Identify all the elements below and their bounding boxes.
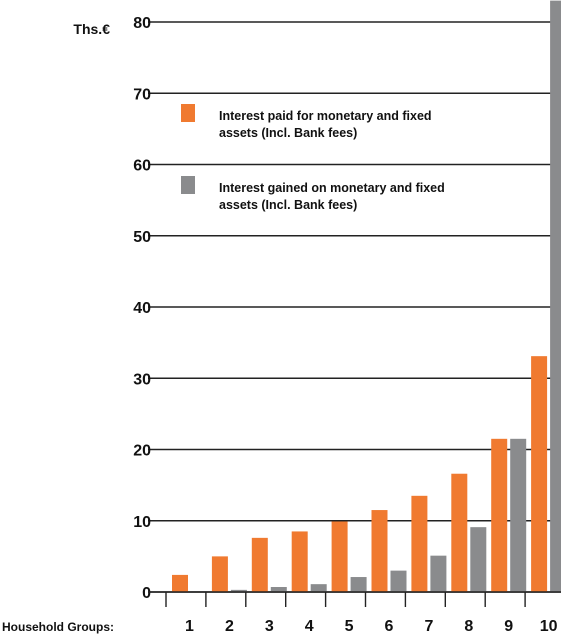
bar-interest-paid: [251, 537, 268, 592]
bar-interest-paid: [531, 356, 548, 592]
bars: [172, 0, 561, 593]
bar-interest-paid: [172, 574, 188, 592]
x-tick-label: 8: [464, 618, 473, 635]
legend: Interest paid for monetary and fixed asse…: [181, 104, 445, 212]
bar-interest-gained: [390, 570, 407, 592]
legend-swatch: [181, 104, 195, 122]
legend-label: assets (Incl. Bank fees): [219, 198, 357, 212]
y-axis-unit-label: Ths.€: [73, 21, 110, 37]
bar-interest-gained: [270, 587, 287, 592]
bar-interest-paid: [411, 495, 428, 592]
legend-label: Interest paid for monetary and fixed: [219, 109, 432, 123]
y-tick-label: 50: [133, 229, 151, 246]
bar-interest-gained: [470, 527, 487, 592]
legend-swatch: [181, 176, 195, 194]
x-tick-label: 9: [504, 618, 513, 635]
bar-interest-paid: [331, 521, 348, 592]
y-tick-label: 0: [142, 585, 151, 602]
bar-interest-gained: [350, 577, 367, 592]
gridlines: [148, 21, 561, 593]
y-tick-label: 30: [133, 371, 151, 388]
x-tick-label: 10: [540, 618, 558, 635]
legend-label: assets (Incl. Bank fees): [219, 126, 357, 140]
x-tick-label: 1: [185, 618, 194, 635]
x-tick-label: 4: [305, 618, 314, 635]
bar-interest-gained: [310, 584, 327, 592]
bar-interest-paid: [371, 510, 388, 592]
x-tick-label: 5: [345, 618, 354, 635]
y-tick-label: 10: [133, 514, 151, 531]
bar-interest-paid: [491, 438, 508, 592]
y-tick-label: 20: [133, 443, 151, 460]
x-tick-label: 6: [385, 618, 394, 635]
bar-interest-gained: [430, 555, 447, 592]
bar-interest-paid: [291, 531, 308, 592]
bar-interest-paid: [451, 473, 468, 592]
bar-interest-gained: [550, 0, 561, 592]
y-tick-label: 80: [133, 15, 151, 32]
y-tick-label: 60: [133, 158, 151, 175]
x-tick-label: 2: [225, 618, 234, 635]
y-tick-label: 40: [133, 300, 151, 317]
x-axis-name: Household Groups:: [2, 620, 114, 634]
x-axis-tick-labels: 1 2 3 4 5 6 7 8 9 10: [185, 618, 558, 635]
legend-label: Interest gained on monetary and fixed: [219, 181, 445, 195]
bar-interest-gained: [510, 438, 527, 592]
bar-interest-paid: [211, 556, 228, 592]
x-axis: [148, 591, 561, 607]
x-tick-label: 7: [424, 618, 433, 635]
x-tick-label: 3: [265, 618, 274, 635]
y-axis-tick-labels: 0 10 20 30 40 50 60 70 80: [133, 15, 151, 602]
bar-interest-gained: [230, 589, 247, 592]
y-tick-label: 70: [133, 86, 151, 103]
